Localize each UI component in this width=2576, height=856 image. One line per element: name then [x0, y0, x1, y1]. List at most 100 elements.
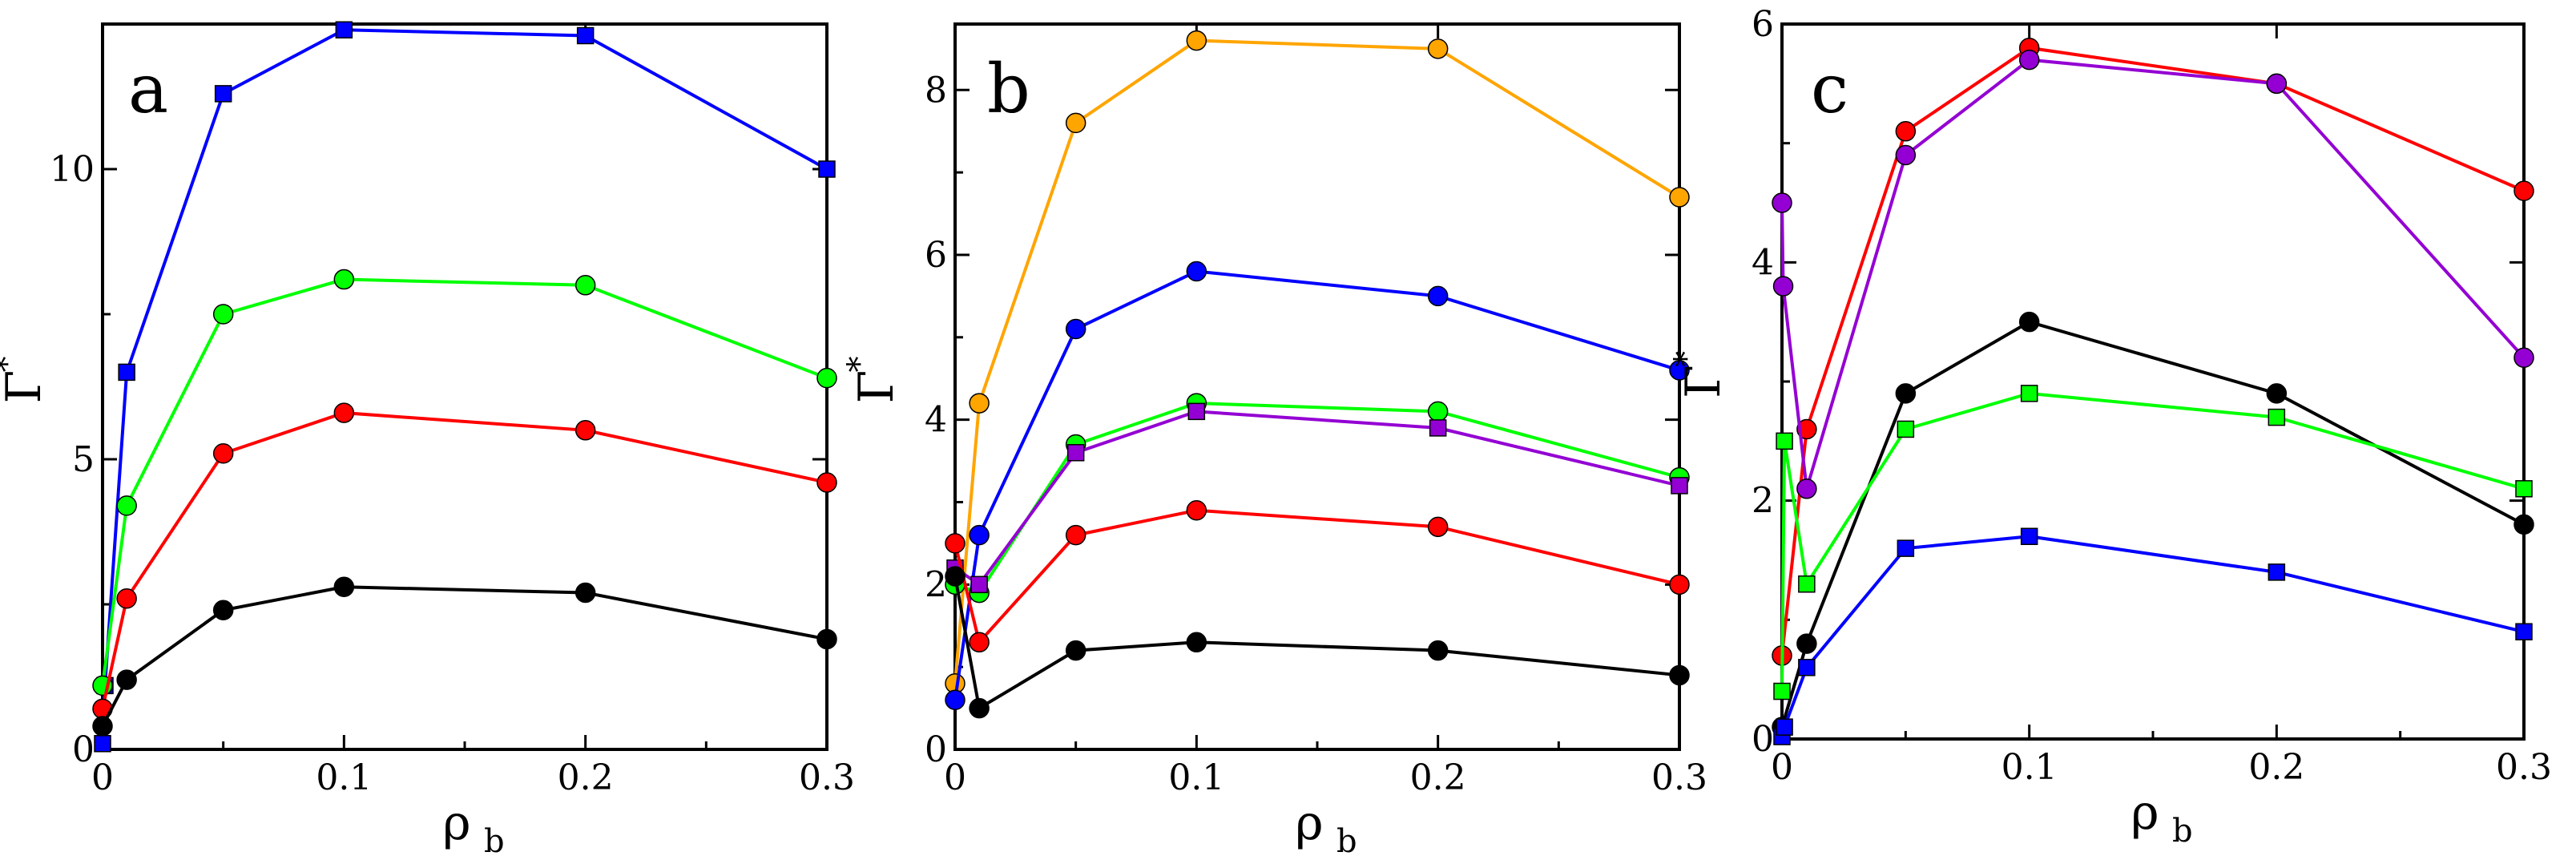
- series-orange: [945, 30, 1690, 694]
- series-line-red: [101, 411, 828, 709]
- data-point: [116, 588, 137, 609]
- data-point: [1669, 664, 1690, 686]
- data-point: [2514, 514, 2534, 535]
- y-axis-label-sup: *: [1668, 351, 1705, 367]
- data-point: [92, 716, 113, 737]
- y-tick-label: 6: [925, 235, 947, 276]
- data-point: [969, 524, 990, 546]
- series-line-orange: [953, 38, 1681, 684]
- x-tick-label: 0.3: [1651, 757, 1707, 798]
- data-point: [1776, 718, 1793, 736]
- series-blue: [94, 21, 836, 753]
- data-point: [945, 689, 965, 711]
- data-point: [2514, 180, 2534, 201]
- series-green: [945, 393, 1690, 604]
- data-point: [94, 735, 111, 753]
- data-point: [1427, 401, 1449, 422]
- series-line-green: [954, 402, 1680, 595]
- panel-a: 0 0.1 0.2 0.3 0 5 10 ρb Γ* a: [0, 21, 855, 856]
- data-point: [816, 367, 837, 389]
- data-point: [1427, 38, 1449, 59]
- data-point: [2515, 480, 2533, 498]
- plot-frame: [953, 22, 1681, 751]
- data-point: [1429, 419, 1447, 437]
- data-point: [1427, 516, 1449, 538]
- data-point: [1796, 478, 1817, 499]
- data-point: [333, 402, 355, 423]
- x-tick-label: 0: [91, 757, 114, 798]
- x-tick-label: 0: [944, 757, 966, 798]
- series-line-green: [101, 277, 828, 686]
- data-point: [1897, 420, 1915, 438]
- series-line-blue: [101, 28, 828, 744]
- data-point: [214, 85, 232, 103]
- data-point: [1186, 30, 1207, 51]
- data-point: [333, 576, 355, 598]
- y-axis-label: Γ: [0, 370, 52, 404]
- y-tick-label: 2: [925, 564, 947, 605]
- x-tick-label: 0.1: [316, 757, 372, 798]
- data-point: [1669, 360, 1690, 381]
- data-point: [2266, 383, 2288, 404]
- series-black: [92, 576, 837, 737]
- y-tick-label: 0: [72, 729, 95, 770]
- x-tick-label: 0.3: [799, 757, 855, 798]
- data-point: [1773, 682, 1791, 701]
- y-axis-label: Γ: [1675, 365, 1731, 398]
- data-point: [116, 495, 137, 516]
- x-tick-label: 0.2: [2248, 747, 2304, 788]
- y-axis-label-sup: *: [841, 357, 878, 373]
- series-line-blue: [1780, 535, 2525, 737]
- x-tick-label: 0.3: [2496, 747, 2552, 788]
- y-axis-label-sup: *: [0, 357, 26, 373]
- data-point: [969, 632, 990, 653]
- data-point: [1772, 276, 1794, 297]
- data-point: [212, 304, 234, 325]
- data-point: [818, 160, 836, 178]
- data-point: [1187, 402, 1206, 421]
- data-point: [1798, 575, 1816, 593]
- series-red: [92, 402, 837, 720]
- x-axis-label: ρ: [2131, 785, 2159, 841]
- series-black: [945, 566, 1690, 719]
- y-tick-label: 2: [1752, 481, 1774, 522]
- x-tick-label: 0.1: [2002, 747, 2058, 788]
- data-point: [1796, 633, 1817, 654]
- series-line-green: [1780, 391, 2525, 692]
- y-tick-label: 0: [925, 729, 947, 770]
- data-point: [945, 566, 965, 587]
- data-point: [118, 363, 135, 382]
- data-point: [2515, 623, 2533, 640]
- data-point: [574, 582, 596, 604]
- series-line-black: [101, 585, 828, 727]
- data-point: [1427, 285, 1449, 307]
- y-tick-label: 10: [50, 149, 95, 190]
- y-tick-label: 5: [72, 439, 95, 480]
- data-point: [2514, 347, 2534, 369]
- data-point: [970, 575, 988, 594]
- x-tick-label: 0.2: [558, 757, 614, 798]
- data-point: [333, 269, 355, 290]
- series-line-black: [1780, 320, 2525, 728]
- data-point: [2020, 527, 2038, 546]
- series-purple: [946, 402, 1688, 594]
- data-point: [1186, 260, 1207, 282]
- series-line-blue: [953, 269, 1680, 701]
- x-axis-label: ρ: [442, 795, 470, 851]
- series-blue: [1773, 527, 2533, 745]
- panel-letter: a: [128, 50, 168, 128]
- data-point: [1065, 318, 1086, 340]
- series-black: [1772, 311, 2534, 737]
- data-point: [1895, 144, 1917, 166]
- y-tick-label: 6: [1752, 4, 1774, 45]
- data-point: [1671, 477, 1688, 495]
- data-point: [1776, 432, 1793, 450]
- series-green: [92, 269, 837, 697]
- data-point: [2268, 563, 2286, 581]
- plot-frame: [1780, 22, 2526, 741]
- data-point: [1772, 192, 1792, 213]
- data-point: [116, 669, 137, 690]
- data-point: [1669, 187, 1690, 208]
